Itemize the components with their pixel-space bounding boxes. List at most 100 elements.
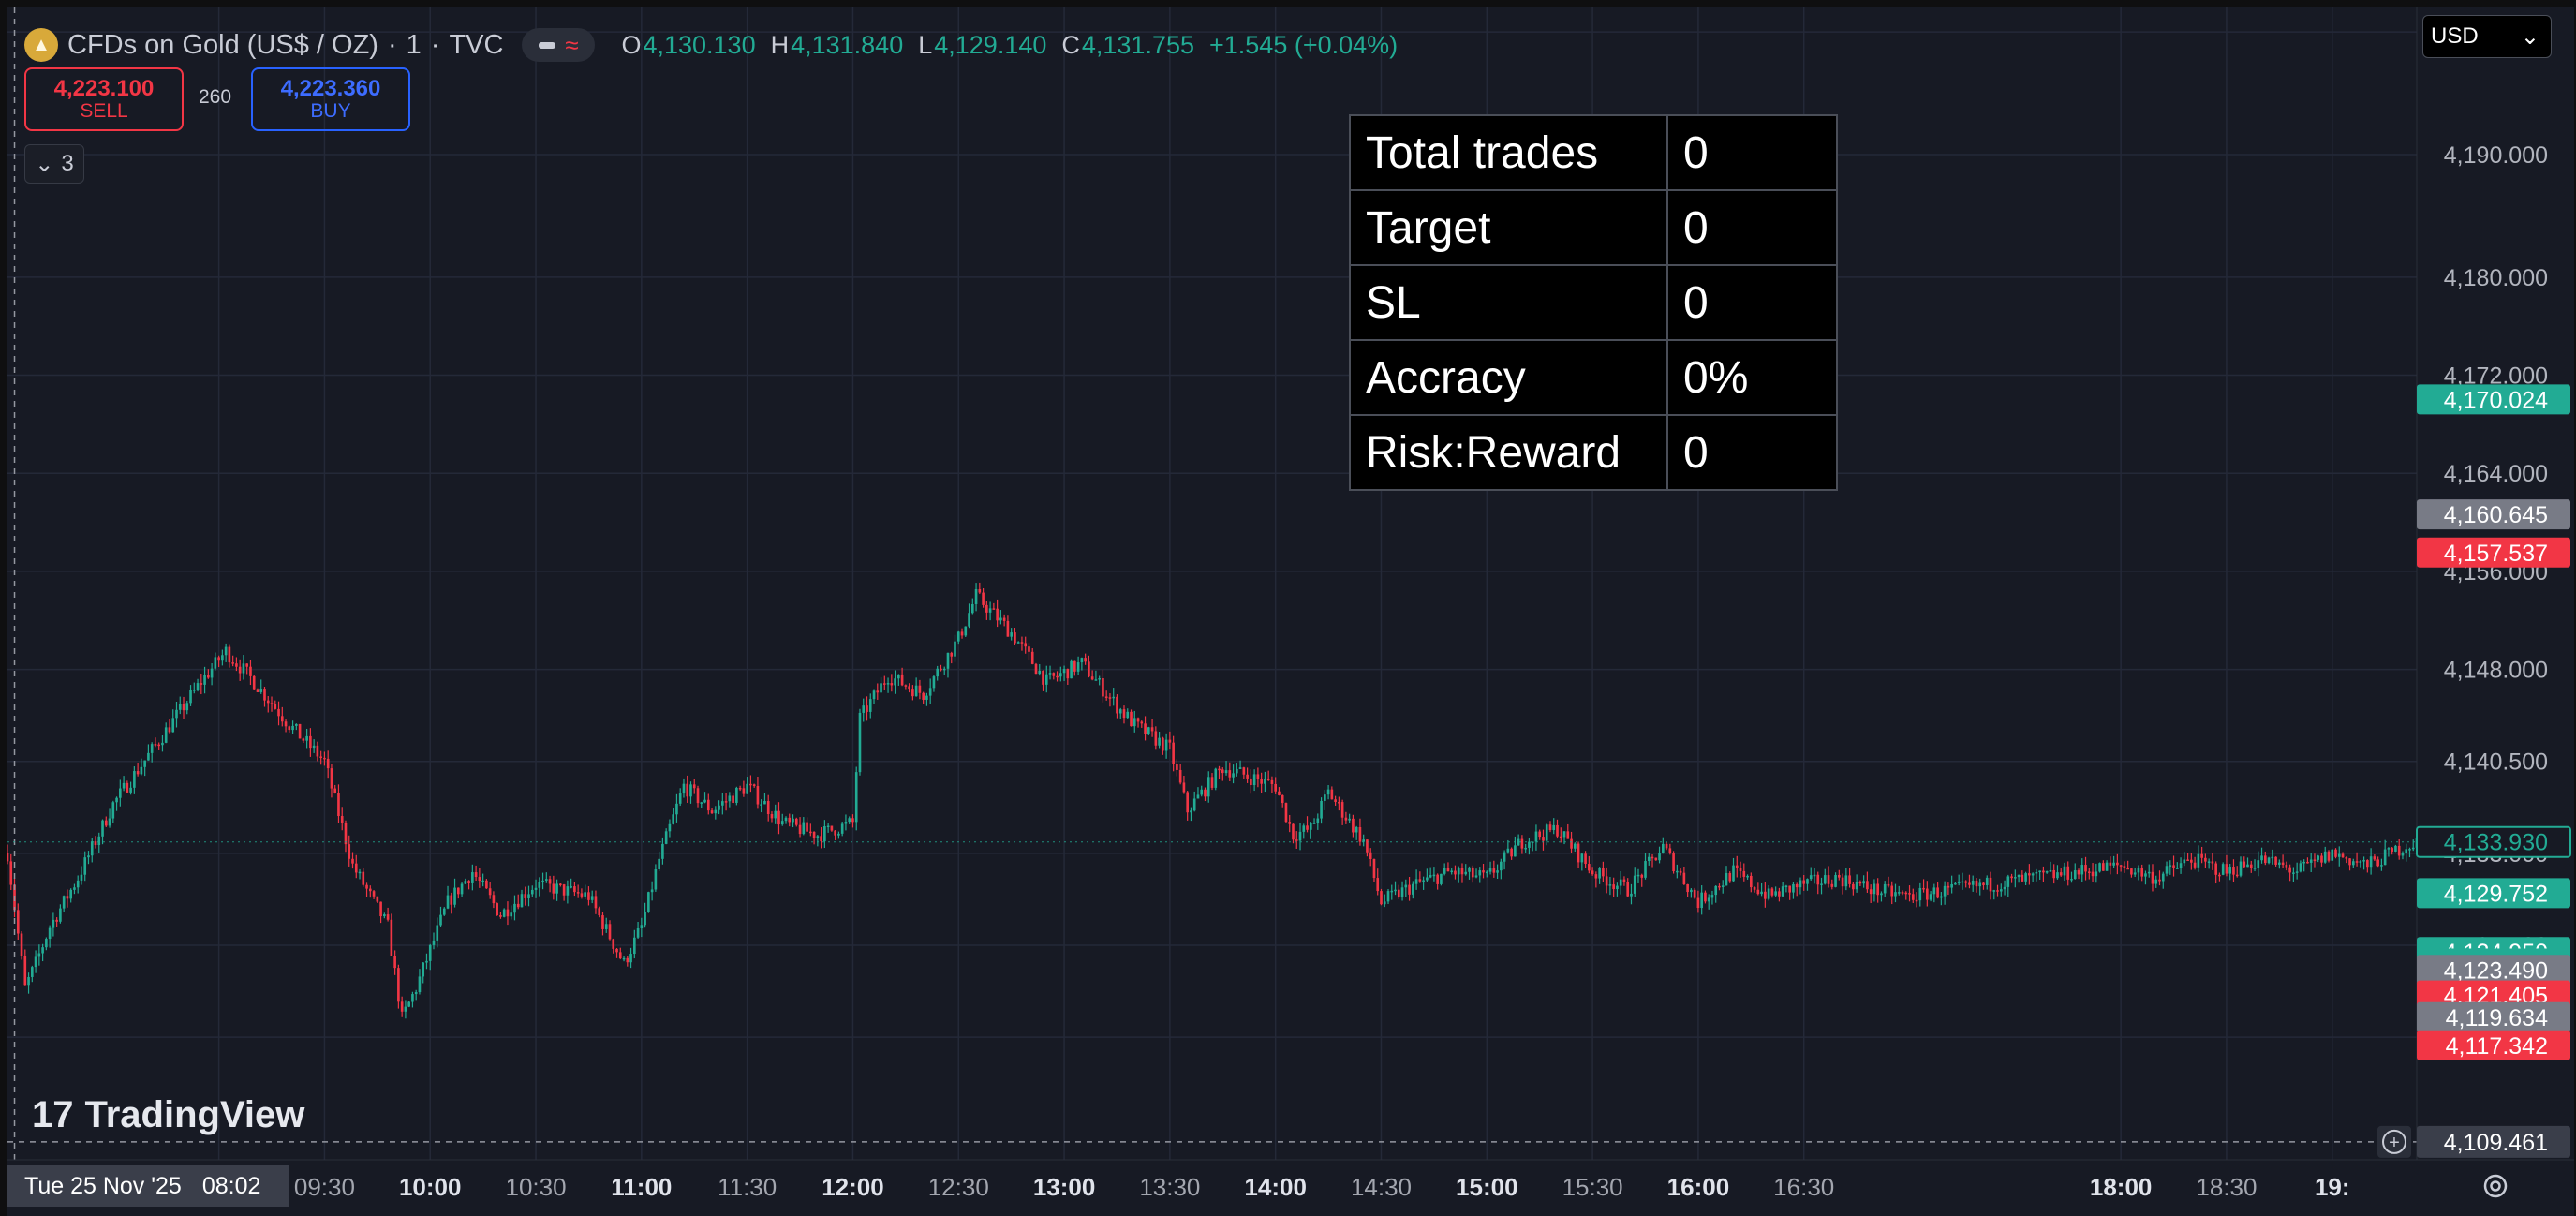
crosshair-time: 08:02 bbox=[201, 1172, 261, 1199]
candle-body bbox=[1292, 823, 1295, 840]
candle-body bbox=[333, 788, 337, 793]
candle-body bbox=[1929, 894, 1932, 900]
candle-body bbox=[2028, 873, 2031, 876]
candle-body bbox=[1594, 874, 1598, 879]
candle-body bbox=[1707, 897, 1710, 902]
candle-body bbox=[746, 783, 748, 794]
indicators-toggle-button[interactable]: ⌄ 3 bbox=[24, 144, 84, 184]
candle-body bbox=[1468, 867, 1471, 872]
candle-body bbox=[770, 814, 774, 819]
candle-body bbox=[1588, 864, 1591, 871]
settings-button[interactable] bbox=[2475, 1165, 2516, 1207]
candle-body bbox=[1764, 891, 1767, 899]
candle-body bbox=[499, 915, 502, 917]
candle-body bbox=[1274, 783, 1278, 792]
candle-body bbox=[1104, 696, 1108, 698]
candle-body bbox=[41, 947, 44, 954]
candle-body bbox=[530, 889, 534, 895]
symbol-name[interactable]: CFDs on Gold (US$ / OZ) bbox=[67, 29, 378, 60]
candle-body bbox=[2154, 879, 2158, 884]
stats-label: Total trades bbox=[1349, 114, 1668, 191]
candle-body bbox=[2169, 865, 2172, 867]
candle-body bbox=[1140, 721, 1144, 724]
price-chart[interactable]: 4,200.0004,190.0004,180.0004,172.0004,16… bbox=[7, 7, 2574, 1216]
candle-body bbox=[1894, 892, 1897, 897]
plus-icon: + bbox=[2389, 1133, 2400, 1153]
buy-button[interactable]: 4,223.360 BUY bbox=[251, 67, 410, 131]
candle-body bbox=[2341, 853, 2345, 858]
candle-body bbox=[2327, 851, 2331, 861]
candle-body bbox=[425, 960, 428, 963]
candle-body bbox=[728, 795, 732, 802]
table-row: Target 0 bbox=[1349, 189, 1838, 266]
candle-body bbox=[23, 956, 27, 986]
candle-body bbox=[538, 882, 541, 888]
candle-body bbox=[848, 818, 851, 823]
candle-body bbox=[1108, 697, 1112, 699]
candle-body bbox=[777, 810, 780, 825]
candle-body bbox=[763, 800, 766, 805]
candle-body bbox=[1471, 867, 1474, 878]
candle-body bbox=[1964, 881, 1968, 883]
candle-body bbox=[868, 699, 872, 712]
price-label-text: 4,119.634 bbox=[2446, 1005, 2548, 1031]
candle-body bbox=[2116, 862, 2119, 866]
time-axis[interactable]: 09:0009:3010:0010:3011:0011:3012:0012:30… bbox=[7, 1159, 2574, 1216]
candle-body bbox=[826, 825, 830, 828]
candle-body bbox=[1190, 810, 1192, 813]
candle-body bbox=[566, 886, 570, 896]
candle-body bbox=[985, 604, 988, 613]
indicator-pill[interactable]: ≈ bbox=[522, 28, 596, 62]
symbol-interval[interactable]: 1 bbox=[406, 29, 422, 60]
candle-body bbox=[798, 824, 802, 835]
y-tick-label: 4,164.000 bbox=[2444, 461, 2548, 487]
candle-body bbox=[1524, 847, 1527, 850]
candle-body bbox=[1841, 877, 1844, 887]
candle-body bbox=[2253, 868, 2257, 869]
candle-body bbox=[319, 756, 322, 758]
candle-body bbox=[126, 782, 129, 793]
tradingview-logo[interactable]: 17 TradingView bbox=[32, 1094, 304, 1136]
candle-body bbox=[1795, 884, 1799, 888]
candle-body bbox=[1710, 895, 1714, 898]
candle-body bbox=[1485, 871, 1488, 874]
candle-body bbox=[862, 705, 866, 713]
currency-select[interactable]: USD ⌄ bbox=[2422, 15, 2552, 58]
candle-body bbox=[1232, 773, 1235, 778]
candle-body bbox=[238, 666, 242, 674]
candle-body bbox=[1390, 890, 1394, 893]
candle-body bbox=[393, 956, 396, 969]
candle-body bbox=[221, 655, 224, 661]
candle-body bbox=[115, 797, 118, 803]
candle-body bbox=[1358, 826, 1362, 842]
candle-body bbox=[1985, 877, 1989, 885]
candle-body bbox=[1126, 711, 1130, 719]
stats-label: Target bbox=[1349, 189, 1668, 266]
candle-body bbox=[1809, 875, 1813, 880]
candle-body bbox=[1133, 718, 1136, 727]
candle-body bbox=[1098, 677, 1101, 680]
candle-body bbox=[400, 1001, 404, 1012]
candle-body bbox=[87, 855, 90, 858]
candle-body bbox=[277, 708, 280, 717]
candle-body bbox=[133, 771, 136, 788]
price-label-box bbox=[2417, 499, 2570, 530]
candle-body bbox=[2228, 867, 2232, 874]
candle-body bbox=[988, 608, 992, 613]
price-label-box bbox=[2417, 1001, 2570, 1032]
candle-body bbox=[1580, 853, 1584, 863]
candle-body bbox=[555, 883, 558, 894]
sell-button[interactable]: 4,223.100 SELL bbox=[24, 67, 184, 131]
candle-body bbox=[1457, 868, 1460, 875]
candle-body bbox=[182, 704, 185, 711]
x-tick-label: 11:30 bbox=[718, 1173, 777, 1201]
candle-body bbox=[1372, 858, 1376, 879]
candle-body bbox=[2109, 862, 2112, 866]
candle-body bbox=[1238, 767, 1242, 769]
candle-body bbox=[1756, 889, 1760, 895]
candle-body bbox=[954, 641, 956, 657]
candle-body bbox=[242, 663, 245, 674]
candle-body bbox=[1619, 879, 1622, 886]
sell-label: SELL bbox=[80, 99, 128, 122]
candle-body bbox=[442, 908, 446, 915]
